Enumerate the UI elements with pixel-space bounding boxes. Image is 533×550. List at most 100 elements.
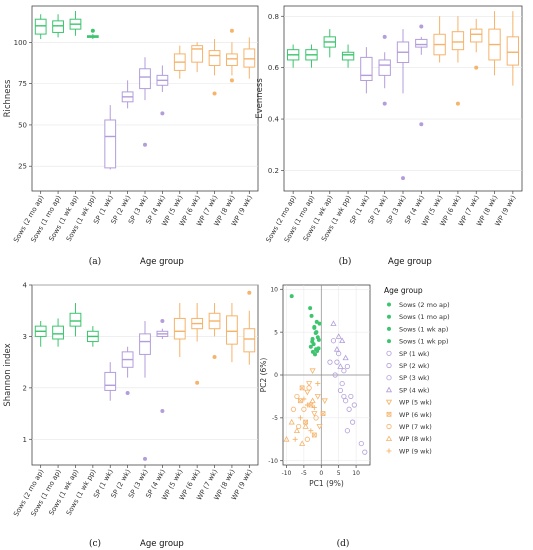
box xyxy=(226,53,238,66)
y-tick-label: 0.6 xyxy=(268,64,280,72)
y-tick-label: 50 xyxy=(18,121,27,129)
x-tick-label: -5 xyxy=(301,470,307,477)
outlier-point xyxy=(195,380,200,385)
point xyxy=(308,428,314,434)
point xyxy=(317,321,322,326)
y-tick-label: 25 xyxy=(18,163,27,171)
point-cross xyxy=(312,432,317,438)
point xyxy=(385,399,393,406)
point xyxy=(299,385,305,391)
point xyxy=(332,372,338,378)
point xyxy=(310,349,315,354)
point xyxy=(313,415,319,421)
outlier-point xyxy=(229,78,234,83)
point xyxy=(294,393,300,400)
point-cross xyxy=(299,385,305,391)
legend-item: Sows (2 mo ap) xyxy=(387,301,450,309)
box xyxy=(69,312,82,327)
panel-label: (a) xyxy=(89,256,101,267)
point xyxy=(337,363,344,369)
y-axis-label: Shannon index xyxy=(3,343,13,406)
outlier-point xyxy=(382,101,387,106)
x-axis-label: Age group xyxy=(140,257,184,267)
point xyxy=(339,337,346,344)
x-tick-label: 10 xyxy=(352,470,360,477)
outlier-point xyxy=(160,319,165,323)
box xyxy=(34,18,47,35)
y-tick-label: 75 xyxy=(18,80,27,88)
y-tick-label: 2 xyxy=(23,384,27,392)
box xyxy=(243,328,256,353)
point xyxy=(297,415,303,421)
box xyxy=(52,20,64,33)
point xyxy=(362,449,368,455)
legend-label: WP (7 wk) xyxy=(399,423,432,431)
box xyxy=(470,28,483,43)
y-tick-label: 1 xyxy=(23,436,27,444)
outlier-point xyxy=(143,456,147,461)
point xyxy=(316,337,321,342)
legend-item: WP (8 wk) xyxy=(385,435,432,443)
y-axis-label: Evenness xyxy=(255,78,265,119)
point xyxy=(296,423,302,430)
y-tick-label: 10 xyxy=(270,286,278,293)
point xyxy=(341,368,347,374)
box xyxy=(506,36,520,66)
point xyxy=(330,320,337,326)
point xyxy=(387,326,391,331)
box xyxy=(341,51,355,61)
x-tick-label: 0 xyxy=(319,470,323,477)
y-tick-label: 100 xyxy=(14,39,27,47)
point xyxy=(344,363,350,370)
point xyxy=(346,406,352,412)
legend-label: Sows (1 wk pp) xyxy=(399,338,449,346)
point xyxy=(387,339,391,344)
legend-label: Sows (1 mo ap) xyxy=(399,313,450,321)
point xyxy=(385,435,393,442)
box xyxy=(415,38,428,48)
outlier-point xyxy=(160,409,165,413)
panel-label: (b) xyxy=(339,256,352,267)
point xyxy=(386,423,392,430)
x-tick-label: -10 xyxy=(282,470,292,477)
legend-item: Sows (1 wk pp) xyxy=(387,338,449,346)
legend-label: WP (6 wk) xyxy=(399,411,432,419)
x-tick-label: 5 xyxy=(337,470,341,477)
legend-item: Sows (1 wk ap) xyxy=(387,325,448,333)
point-cross xyxy=(386,412,392,417)
y-tick-label: -10 xyxy=(268,458,278,465)
outlier-point xyxy=(419,122,424,127)
box xyxy=(378,59,391,76)
x-axis-label: Age group xyxy=(388,257,432,267)
point xyxy=(302,423,309,429)
y-tick-label: -5 xyxy=(272,415,278,422)
point xyxy=(321,398,328,404)
point xyxy=(320,411,326,416)
legend-label: WP (9 wk) xyxy=(399,447,432,455)
box xyxy=(226,315,238,345)
point-square xyxy=(311,432,317,438)
point xyxy=(351,402,357,408)
box xyxy=(243,48,256,68)
point xyxy=(309,368,316,374)
point xyxy=(387,314,391,319)
point-cross xyxy=(303,419,308,425)
box xyxy=(208,50,221,66)
point xyxy=(334,359,340,365)
point xyxy=(327,359,333,365)
point xyxy=(333,346,341,352)
y-tick-label: 4 xyxy=(23,282,28,290)
legend-item: WP (6 wk) xyxy=(386,411,432,419)
legend-label: Sows (1 wk ap) xyxy=(399,325,448,333)
point-cross xyxy=(308,402,314,408)
legend-item: SP (2 wk) xyxy=(386,362,429,370)
point xyxy=(311,411,318,417)
point xyxy=(386,448,392,454)
panel-label: (c) xyxy=(89,538,101,549)
x-axis-label: PC1 (9%) xyxy=(309,479,344,488)
legend-label: WP (8 wk) xyxy=(399,435,432,443)
box xyxy=(451,31,465,51)
legend-item: Sows (1 mo ap) xyxy=(387,313,450,321)
